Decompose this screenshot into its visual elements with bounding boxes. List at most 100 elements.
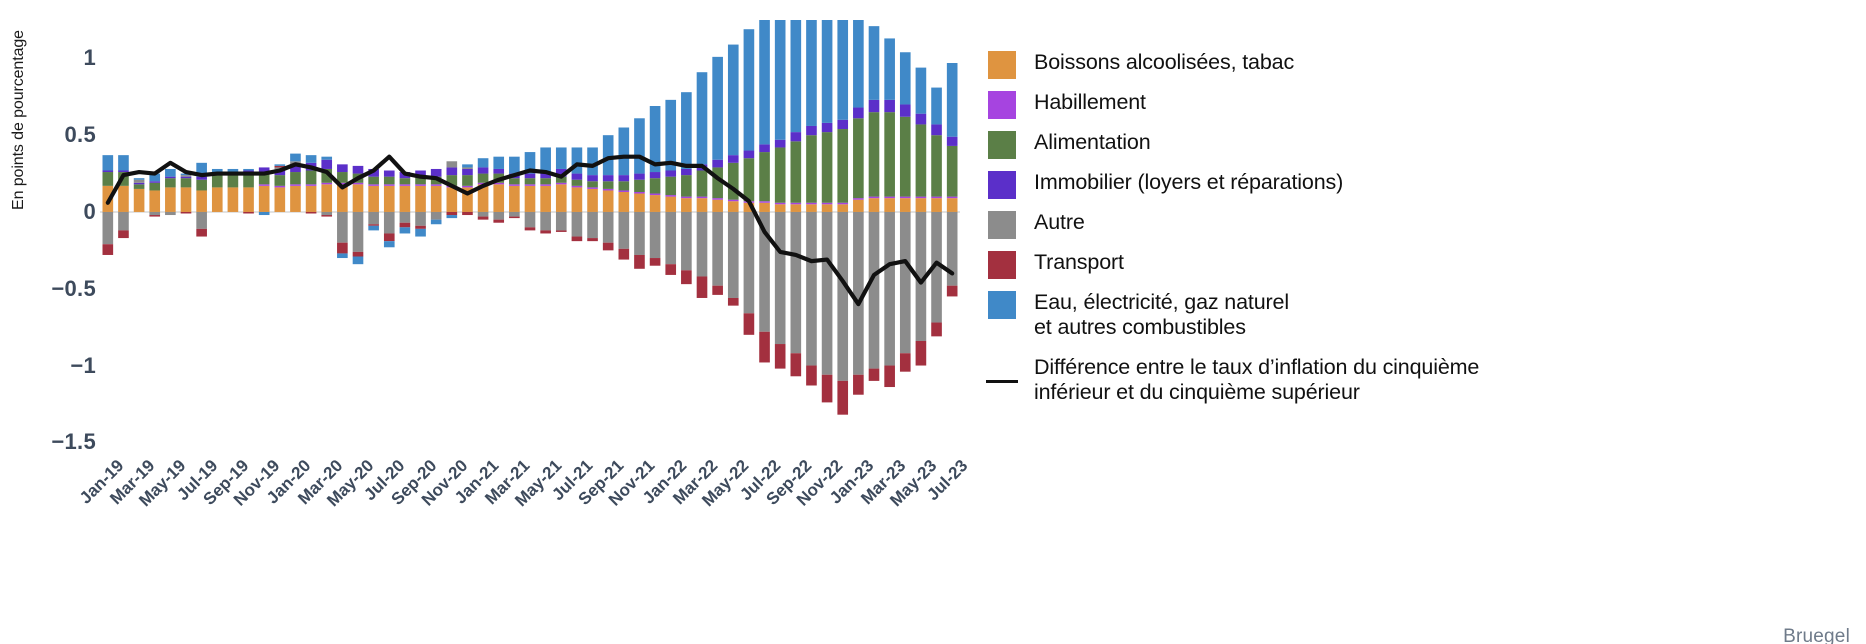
legend-item[interactable]: Alimentation xyxy=(988,130,1858,160)
legend-item[interactable]: Eau, électricité, gaz naturel et autres … xyxy=(988,290,1858,341)
bar-segment xyxy=(383,211,395,234)
y-tick-label: −1 xyxy=(70,352,96,378)
bar-segment xyxy=(337,253,348,259)
bar-segment xyxy=(774,211,786,345)
legend-item[interactable]: Habillement xyxy=(988,90,1858,120)
legend-item[interactable]: Transport xyxy=(988,250,1858,280)
bar-segment xyxy=(383,184,395,186)
bar-segment xyxy=(180,175,192,177)
bar-segment xyxy=(524,185,536,212)
bar-segment xyxy=(743,202,755,212)
bar-segment xyxy=(853,199,864,212)
bar-segment xyxy=(462,187,473,212)
bar-segment xyxy=(430,185,442,212)
bar-segment xyxy=(696,211,708,277)
bar-segment xyxy=(681,198,692,212)
bar-segment xyxy=(524,184,536,186)
bar-segment xyxy=(806,125,817,136)
legend-item[interactable]: Immobilier (loyers et réparations) xyxy=(988,170,1858,200)
bar-segment xyxy=(102,155,114,171)
bar-segment xyxy=(524,173,536,179)
bar-segment xyxy=(352,211,364,252)
bar-segment xyxy=(415,184,426,186)
bar-segment xyxy=(884,211,895,366)
bar-segment xyxy=(884,38,895,100)
bar-segment xyxy=(477,184,489,212)
bar-segment xyxy=(305,170,317,185)
bar-segment xyxy=(102,211,114,245)
y-tick-label: 1 xyxy=(83,45,96,71)
bar-segment xyxy=(931,135,942,197)
legend-item[interactable]: Boissons alcoolisées, tabac xyxy=(988,50,1858,80)
bar-segment xyxy=(743,313,755,335)
bar-segment xyxy=(790,204,802,212)
difference-line xyxy=(105,154,955,307)
bar-segment xyxy=(274,165,286,168)
bar-segment xyxy=(712,167,723,199)
bar-segment xyxy=(118,185,129,212)
bar-segment xyxy=(681,175,692,197)
bar-segment xyxy=(618,211,630,249)
bar-segment xyxy=(415,170,426,177)
bar-segment xyxy=(806,204,817,212)
bar-segment xyxy=(681,168,692,176)
bar-segment xyxy=(587,181,598,188)
bar-segment xyxy=(399,184,411,186)
y-tick-label: −1.5 xyxy=(51,429,96,455)
bar-segment xyxy=(446,187,458,212)
bar-segment xyxy=(509,156,520,174)
bar-segment xyxy=(149,215,161,217)
bar-segment xyxy=(727,201,739,212)
bar-segment xyxy=(540,172,551,179)
bar-segment xyxy=(290,185,301,212)
bar-segment xyxy=(618,181,630,191)
bar-segment xyxy=(368,184,379,186)
legend-color-swatch xyxy=(988,91,1016,119)
bar-segment xyxy=(899,104,911,117)
bar-segment xyxy=(853,374,864,395)
bar-segment xyxy=(587,175,598,182)
bar-segment xyxy=(337,182,348,185)
legend-color-swatch xyxy=(988,171,1016,199)
bar-segment xyxy=(368,225,379,231)
bar-segment xyxy=(196,162,207,177)
bar-segment xyxy=(493,184,505,212)
bar-segment xyxy=(868,368,880,381)
bar-segment xyxy=(383,185,395,212)
bar-segment xyxy=(383,233,395,242)
bar-segment xyxy=(399,178,411,185)
bar-segment xyxy=(243,211,254,214)
bar-segment xyxy=(821,374,833,403)
bar-segment xyxy=(837,202,849,205)
bar-segment xyxy=(727,297,739,306)
bar-segment xyxy=(493,156,505,169)
bar-segment xyxy=(821,20,833,123)
legend-item[interactable]: Différence entre le taux d’inflation du … xyxy=(986,355,1858,406)
bar-segment xyxy=(915,67,927,114)
bar-segment xyxy=(540,147,551,173)
bar-segment xyxy=(931,124,942,136)
bar-segment xyxy=(868,99,880,113)
bar-segment xyxy=(837,380,849,415)
bar-segment xyxy=(180,178,192,188)
bar-segment xyxy=(774,344,786,369)
bar-segment xyxy=(243,175,254,188)
bar-segment xyxy=(180,173,192,176)
bar-segment xyxy=(665,176,677,196)
bar-segment xyxy=(180,211,192,214)
bar-segment xyxy=(477,211,489,217)
bar-segment xyxy=(790,353,802,377)
bar-segment xyxy=(399,222,411,228)
bar-segment xyxy=(102,170,114,173)
bar-segment xyxy=(587,238,598,242)
bar-segment xyxy=(759,20,770,145)
bar-segment xyxy=(149,181,161,183)
bar-segment xyxy=(712,199,723,212)
bar-segment xyxy=(165,187,176,212)
bar-segment xyxy=(493,219,505,223)
bar-segment xyxy=(368,224,379,226)
legend-color-swatch xyxy=(988,51,1016,79)
bar-segment xyxy=(790,202,802,205)
legend-item[interactable]: Autre xyxy=(988,210,1858,240)
bar-segment xyxy=(806,202,817,205)
